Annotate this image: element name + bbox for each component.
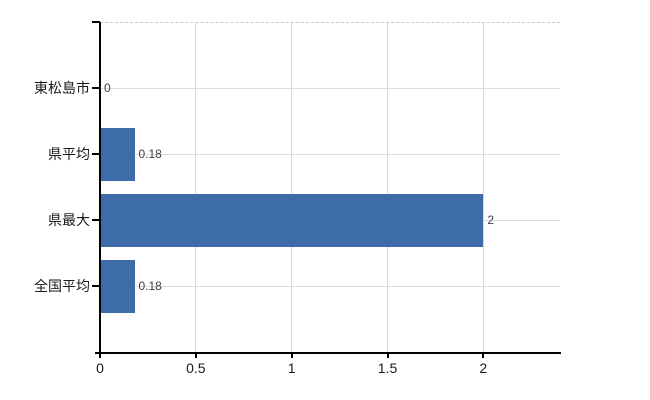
category-axis-tick xyxy=(92,219,100,221)
x-axis-tick-label: 1 xyxy=(287,360,296,376)
gridline-vertical xyxy=(387,23,388,352)
category-axis-tick xyxy=(92,153,100,155)
gridline-vertical xyxy=(482,23,484,352)
category-axis-tick xyxy=(92,87,100,89)
category-label: 県平均 xyxy=(48,146,90,162)
bar-value-label: 2 xyxy=(487,213,495,227)
bar-value-label: 0 xyxy=(104,81,111,95)
gridline-vertical xyxy=(195,23,197,352)
plot-top-border xyxy=(100,22,560,23)
gridline-vertical xyxy=(291,23,293,352)
bar[interactable] xyxy=(101,259,135,313)
bar-value-label: 0.18 xyxy=(138,147,162,161)
x-axis-tick-label: 0.5 xyxy=(186,360,206,376)
bar-value-label: 0.18 xyxy=(138,279,162,293)
category-label: 東松島市 xyxy=(34,80,90,96)
x-axis-line xyxy=(95,352,561,354)
x-axis-tick xyxy=(482,352,485,358)
gridline-horizontal xyxy=(100,285,560,287)
gridline-horizontal xyxy=(100,87,560,89)
x-axis-tick-label: 2 xyxy=(479,360,488,376)
gridline-horizontal xyxy=(100,153,560,155)
x-axis-tick xyxy=(194,352,197,358)
x-axis-tick-label: 1.5 xyxy=(377,360,398,376)
category-axis-tick xyxy=(92,285,100,287)
x-axis-tick-label: 0 xyxy=(96,360,104,376)
category-label: 全国平均 xyxy=(34,278,90,294)
x-axis-tick xyxy=(290,352,293,358)
y-axis-line xyxy=(99,22,101,353)
x-axis-tick xyxy=(99,352,101,358)
category-label: 県最大 xyxy=(48,212,90,228)
bar[interactable] xyxy=(101,193,484,247)
x-axis-tick xyxy=(386,352,389,358)
bar[interactable] xyxy=(101,127,135,181)
y-axis-top-tick xyxy=(92,21,100,23)
